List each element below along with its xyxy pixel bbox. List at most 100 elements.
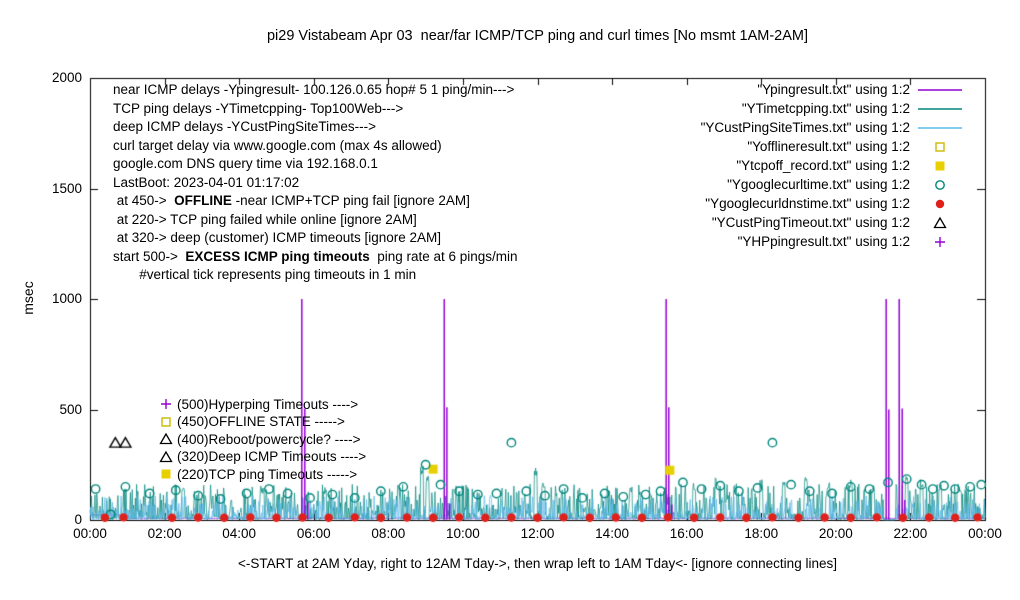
level-label: (400)Reboot/powercycle? ----> — [158, 431, 360, 447]
legend-label: "Ytcpoff_record.txt" using 1:2 — [736, 158, 910, 173]
legend-label: "Ygooglecurltime.txt" using 1:2 — [727, 177, 910, 192]
y-tick-label: 1000 — [51, 291, 82, 306]
x-tick-label: 00:00 — [73, 526, 107, 541]
legend-label: "Yofflineresult.txt" using 1:2 — [747, 139, 910, 154]
legend-sample — [916, 82, 964, 98]
y-tick-label: 2000 — [51, 70, 82, 85]
legend-entry: "Ypingresult.txt" using 1:2 — [701, 80, 964, 99]
level-label: (320)Deep ICMP Timeouts ----> — [158, 449, 366, 465]
x-tick-label: 02:00 — [147, 526, 182, 541]
legend-entry: "YCustPingTimeout.txt" using 1:2 — [701, 213, 964, 232]
annotation-bold: OFFLINE — [174, 193, 232, 208]
annotation-line: deep ICMP delays -YCustPingSiteTimes---> — [113, 118, 518, 137]
annotation-line: TCP ping delays -YTimetcpping- Top100Web… — [113, 100, 518, 119]
x-tick-label: 10:00 — [446, 526, 480, 541]
y-tick-label: 1500 — [51, 180, 82, 196]
legend-entry: "Ygooglecurldnstime.txt" using 1:2 — [701, 194, 964, 213]
legend-entry: "Ygooglecurltime.txt" using 1:2 — [701, 175, 964, 194]
annotation-line: at 320-> deep (customer) ICMP timeouts [… — [113, 229, 518, 248]
info-annotations: near ICMP delays -Ypingresult- 100.126.0… — [113, 81, 518, 285]
marker-triangle-open-icon — [933, 216, 947, 228]
marker-plus-icon — [161, 399, 171, 409]
annotation-text: at 220-> TCP ping failed while online [i… — [113, 211, 417, 227]
legend-entry: "Yofflineresult.txt" using 1:2 — [701, 137, 964, 156]
annotation-bold: EXCESS ICMP ping timeouts — [185, 248, 370, 264]
x-tick-label: 12:00 — [520, 526, 555, 541]
annotation-line: #vertical tick represents ping timeouts … — [113, 266, 518, 285]
x-tick-label: 00:00 — [968, 526, 1002, 541]
level-label-text: (220)TCP ping Timeouts -----> — [177, 466, 358, 482]
legend-label: "Ygooglecurldnstime.txt" using 1:2 — [705, 196, 910, 211]
chart-title: pi29 Vistabeam Apr 03 near/far ICMP/TCP … — [266, 28, 808, 44]
legend-sample — [916, 215, 964, 231]
marker-square-open-icon — [935, 141, 945, 152]
level-label-text: (400)Reboot/powercycle? ----> — [177, 431, 361, 447]
level-label: (450)OFFLINE STATE -----> — [158, 414, 345, 430]
x-tick-label: 08:00 — [371, 526, 406, 541]
level-label: (500)Hyperping Timeouts ----> — [158, 396, 358, 412]
marker-line-icon — [918, 126, 962, 129]
annotation-text: TCP ping delays -YTimetcpping- Top100Web… — [113, 100, 404, 116]
legend-sample — [916, 139, 964, 155]
legend-sample — [916, 196, 964, 212]
legend-sample — [916, 234, 964, 250]
legend-label: "Ypingresult.txt" using 1:2 — [757, 82, 910, 97]
marker-circle-filled-icon — [935, 199, 945, 208]
marker-line-icon — [918, 107, 962, 110]
x-tick-label: 20:00 — [818, 526, 853, 541]
marker-square-filled-icon — [935, 161, 945, 170]
legend-entry: "YTimetcpping.txt" using 1:2 — [701, 99, 964, 118]
annotation-text: deep ICMP delays -YCustPingSiteTimes---> — [113, 119, 376, 134]
legend-label: "YCustPingSiteTimes.txt" using 1:2 — [700, 120, 910, 135]
legend-sample — [916, 177, 964, 193]
annotation-text: at 450-> — [113, 193, 175, 208]
marker-square-open-icon — [161, 416, 171, 427]
annotation-line: LastBoot: 2023-04-01 01:17:02 — [113, 174, 518, 193]
annotation-line: at 450-> OFFLINE -near ICMP+TCP ping fai… — [113, 192, 518, 211]
annotation-text: curl target delay via www.google.com (ma… — [113, 137, 442, 153]
x-tick-label: 06:00 — [296, 526, 331, 541]
annotation-line: at 220-> TCP ping failed while online [i… — [113, 211, 518, 230]
legend-entry: "YHPpingresult.txt" using 1:2 — [701, 232, 964, 251]
annotation-line: start 500-> EXCESS ICMP ping timeouts pi… — [113, 248, 518, 267]
marker-triangle-open-icon — [159, 432, 173, 445]
x-tick-label: 04:00 — [222, 526, 257, 541]
annotation-line: google.com DNS query time via 192.168.0.… — [113, 155, 518, 174]
annotation-text: -near ICMP+TCP ping fail [ignore 2AM] — [231, 193, 470, 208]
legend-sample — [916, 101, 964, 117]
legend: "Ypingresult.txt" using 1:2 "YTimetcpping… — [701, 80, 964, 251]
y-tick-label: 500 — [59, 401, 82, 417]
x-axis-label: <-START at 2AM Yday, right to 12AM Tday-… — [238, 556, 837, 571]
annotation-text: ping rate at 6 pings/min — [369, 248, 518, 264]
x-tick-label: 22:00 — [893, 526, 928, 541]
annotation-text: LastBoot: 2023-04-01 01:17:02 — [113, 174, 300, 190]
x-tick-label: 14:00 — [595, 526, 629, 541]
annotation-text: start 500-> — [113, 248, 186, 264]
annotation-text: google.com DNS query time via 192.168.0.… — [113, 156, 378, 171]
x-tick-label: 18:00 — [744, 526, 779, 541]
marker-line-icon — [918, 88, 962, 91]
level-label-text: (500)Hyperping Timeouts ----> — [177, 396, 359, 412]
marker-plus-icon — [935, 236, 945, 247]
level-label-text: (450)OFFLINE STATE -----> — [177, 414, 345, 429]
marker-circle-open-icon — [935, 179, 945, 190]
legend-label: "YTimetcpping.txt" using 1:2 — [741, 101, 910, 116]
level-label-text: (320)Deep ICMP Timeouts ----> — [177, 449, 367, 464]
legend-entry: "YCustPingSiteTimes.txt" using 1:2 — [701, 118, 964, 137]
annotation-text: near ICMP delays -Ypingresult- 100.126.0… — [113, 82, 515, 97]
legend-sample — [916, 120, 964, 136]
annotation-line: curl target delay via www.google.com (ma… — [113, 137, 518, 156]
annotation-line: near ICMP delays -Ypingresult- 100.126.0… — [113, 81, 518, 100]
x-tick-label: 16:00 — [669, 526, 704, 541]
annotation-text: at 320-> deep (customer) ICMP timeouts [… — [113, 230, 442, 245]
annotation-text: #vertical tick represents ping timeouts … — [113, 267, 417, 282]
level-label: (220)TCP ping Timeouts -----> — [158, 466, 357, 482]
legend-sample — [916, 158, 964, 174]
marker-square-filled-icon — [161, 469, 171, 479]
legend-entry: "Ytcpoff_record.txt" using 1:2 — [701, 156, 964, 175]
marker-triangle-open-icon — [159, 450, 173, 462]
y-tick-label: 0 — [74, 512, 82, 527]
legend-label: "YHPpingresult.txt" using 1:2 — [737, 234, 910, 249]
